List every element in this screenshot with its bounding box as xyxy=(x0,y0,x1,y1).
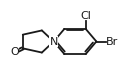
Text: O: O xyxy=(10,47,19,57)
Text: Cl: Cl xyxy=(80,11,91,21)
Text: Br: Br xyxy=(106,37,118,46)
Text: N: N xyxy=(50,37,58,46)
